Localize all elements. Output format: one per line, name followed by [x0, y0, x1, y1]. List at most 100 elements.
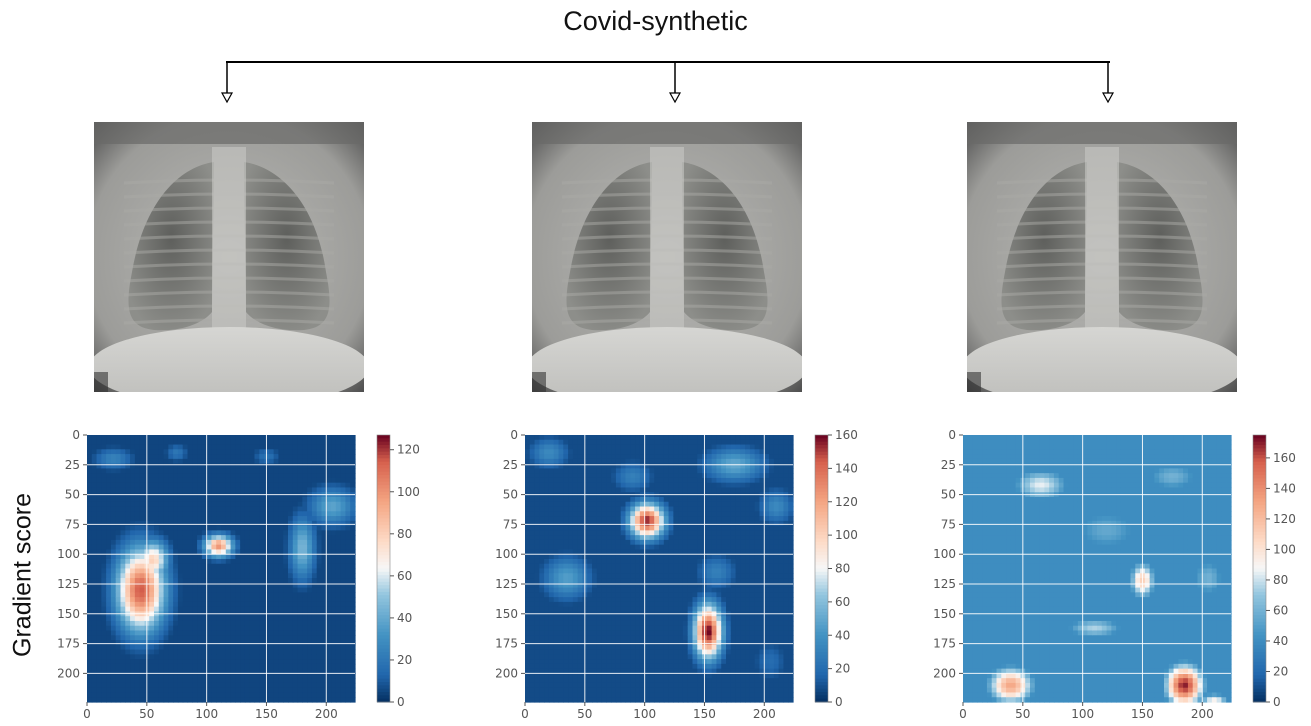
heatmap-cell	[596, 592, 603, 598]
heatmap-cell	[335, 525, 342, 531]
heatmap-cell	[240, 463, 246, 469]
heatmap-cell	[201, 506, 208, 512]
heatmap-cell	[177, 454, 184, 460]
heatmap-cell	[544, 687, 550, 694]
heatmap-cell	[307, 692, 313, 698]
heatmap-cell	[577, 644, 584, 651]
heatmap-cell	[307, 668, 313, 674]
heatmap-cell	[592, 449, 598, 455]
heatmap-cell	[125, 592, 131, 598]
heatmap-cell	[592, 659, 598, 665]
heatmap-cell	[197, 549, 203, 555]
heatmap-cell	[316, 597, 323, 603]
heatmap-cell	[316, 554, 323, 560]
heatmap-cell	[534, 654, 540, 660]
heatmap-cell	[230, 673, 236, 679]
heatmap-cell	[558, 625, 564, 632]
heatmap-cell	[639, 549, 646, 555]
heatmap-cell	[606, 649, 612, 655]
heatmap-cell	[221, 530, 227, 536]
heatmap-cell	[592, 549, 598, 555]
heatmap-cell	[283, 625, 289, 632]
heatmap-cell	[149, 625, 155, 632]
heatmap-cell	[587, 668, 593, 674]
heatmap-cell	[563, 511, 569, 517]
heatmap-cell	[120, 592, 126, 598]
heatmap-cell	[630, 644, 636, 651]
heatmap-cell	[596, 682, 603, 689]
heatmap-cell	[163, 678, 169, 684]
heatmap-cell	[87, 654, 93, 660]
heatmap-cell	[548, 616, 555, 622]
heatmap-cell	[292, 477, 299, 484]
heatmap-cell	[587, 511, 593, 517]
heatmap-cell	[335, 468, 342, 474]
heatmap-cell	[91, 659, 98, 665]
heatmap-cell	[529, 644, 536, 651]
colorbar-segment	[377, 605, 390, 610]
heatmap-cell	[572, 516, 579, 522]
heatmap-cell	[187, 654, 193, 660]
heatmap-cell	[311, 473, 318, 479]
heatmap-cell	[197, 473, 203, 479]
heatmap-cell	[615, 649, 622, 655]
heatmap-cell	[177, 573, 184, 579]
heatmap-cell	[534, 444, 540, 450]
heatmap-cell	[91, 668, 98, 674]
heatmap-cell	[345, 549, 351, 555]
heatmap-cell	[130, 530, 136, 536]
heatmap-cell	[130, 535, 136, 541]
heatmap-cell	[568, 673, 574, 679]
heatmap-cell	[230, 439, 236, 446]
heatmap-cell	[606, 468, 612, 474]
heatmap-cell	[110, 549, 117, 555]
heatmap-cell	[278, 525, 284, 531]
heatmap-cell	[335, 601, 342, 608]
heatmap-cell	[163, 582, 169, 589]
heatmap-cell	[139, 544, 146, 551]
heatmap-cell	[101, 501, 107, 508]
heatmap-cell	[529, 692, 536, 698]
heatmap-cell	[115, 644, 122, 651]
heatmap-cell	[625, 544, 631, 551]
heatmap-cell	[249, 663, 256, 670]
heatmap-cell	[149, 659, 155, 665]
heatmap-cell	[182, 578, 189, 584]
colorbar-segment	[377, 481, 390, 486]
heatmap-cell	[230, 654, 236, 660]
heatmap-cell	[350, 640, 356, 646]
heatmap-cell	[644, 496, 651, 503]
heatmap-cell	[592, 487, 598, 493]
heatmap-cell	[544, 592, 550, 598]
heatmap-cell	[620, 535, 627, 541]
heatmap-cell	[577, 544, 584, 551]
heatmap-cell	[182, 496, 189, 503]
heatmap-cell	[244, 444, 251, 450]
heatmap-cell	[192, 449, 198, 455]
heatmap-cell	[87, 678, 93, 684]
heatmap-cell	[654, 449, 660, 455]
heatmap-cell	[568, 597, 574, 603]
heatmap-cell	[182, 558, 189, 565]
heatmap-cell	[125, 520, 131, 527]
heatmap-cell	[601, 663, 607, 670]
heatmap-cell	[529, 463, 536, 469]
heatmap-cell	[326, 482, 332, 489]
heatmap-cell	[149, 682, 155, 689]
heatmap-cell	[254, 482, 260, 489]
heatmap-cell	[225, 468, 232, 474]
heatmap-cell	[335, 454, 342, 460]
heatmap-cell	[154, 644, 160, 651]
heatmap-cell	[273, 525, 280, 531]
heatmap-cell	[235, 682, 241, 689]
heatmap-cell	[268, 501, 275, 508]
heatmap-cell	[101, 473, 107, 479]
heatmap-cell	[611, 468, 617, 474]
heatmap-cell	[106, 535, 112, 541]
heatmap-cell	[268, 663, 275, 670]
heatmap-cell	[254, 678, 260, 684]
heatmap-cell	[558, 597, 564, 603]
heatmap-cell	[244, 511, 251, 517]
heatmap-cell	[630, 649, 636, 655]
heatmap-cell	[335, 544, 342, 551]
